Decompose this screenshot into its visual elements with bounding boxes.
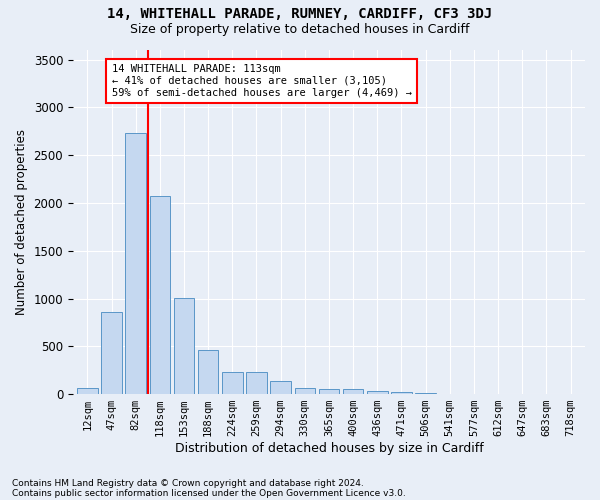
Text: 14, WHITEHALL PARADE, RUMNEY, CARDIFF, CF3 3DJ: 14, WHITEHALL PARADE, RUMNEY, CARDIFF, C… <box>107 8 493 22</box>
Text: Size of property relative to detached houses in Cardiff: Size of property relative to detached ho… <box>130 22 470 36</box>
Bar <box>391 392 412 394</box>
Text: Contains HM Land Registry data © Crown copyright and database right 2024.: Contains HM Land Registry data © Crown c… <box>12 478 364 488</box>
Bar <box>174 298 194 394</box>
Text: 14 WHITEHALL PARADE: 113sqm
← 41% of detached houses are smaller (3,105)
59% of : 14 WHITEHALL PARADE: 113sqm ← 41% of det… <box>112 64 412 98</box>
Y-axis label: Number of detached properties: Number of detached properties <box>15 129 28 315</box>
Bar <box>198 350 218 394</box>
Bar <box>101 312 122 394</box>
Bar <box>125 133 146 394</box>
Bar <box>367 390 388 394</box>
Bar <box>271 380 291 394</box>
Bar <box>295 388 315 394</box>
Bar <box>222 372 242 394</box>
Text: Contains public sector information licensed under the Open Government Licence v3: Contains public sector information licen… <box>12 488 406 498</box>
Bar <box>77 388 98 394</box>
Bar <box>319 389 339 394</box>
Bar <box>343 389 364 394</box>
Bar <box>149 196 170 394</box>
X-axis label: Distribution of detached houses by size in Cardiff: Distribution of detached houses by size … <box>175 442 484 455</box>
Bar <box>415 393 436 394</box>
Bar <box>246 372 267 394</box>
